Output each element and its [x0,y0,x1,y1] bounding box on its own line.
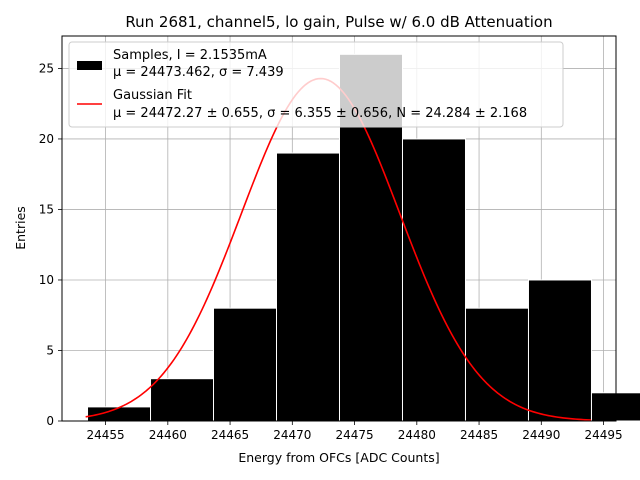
x-tick-label: 24485 [460,428,498,442]
plot-frame [61,35,617,422]
x-tick-label: 24490 [522,428,560,442]
y-tick-label: 25 [39,61,54,75]
legend: Samples, I = 2.1535mA μ = 24473.462, σ =… [68,41,564,128]
y-tick-label: 20 [39,132,54,146]
legend-samples-stats: μ = 24473.462, σ = 7.439 [113,65,284,80]
y-tick-label: 0 [46,414,54,428]
y-tick-label: 15 [39,202,54,216]
histogram-bar [276,152,340,422]
x-tick-label: 24480 [398,428,436,442]
x-tick-label: 24455 [86,428,124,442]
x-tick-label: 24470 [273,428,311,442]
x-tick-label: 24475 [335,428,373,442]
histogram-bar [401,138,466,422]
x-tick-label: 24460 [149,428,187,442]
legend-fit-label: Gaussian Fit [113,88,192,103]
legend-box [68,41,564,128]
x-tick-label: 24465 [211,428,249,442]
x-tick-label: 24495 [584,428,622,442]
x-axis-label: Energy from OFCs [ADC Counts] [238,450,439,465]
y-tick-label: 10 [39,273,54,287]
histogram-bar [150,378,215,422]
histogram-bar [464,307,529,422]
y-tick-label: 5 [46,343,54,357]
x-axis-ticks: 24455 24460 24465 24470 24475 24480 24485 24490… [86,421,623,442]
y-axis-ticks: 0 5 10 15 20 25 [39,61,62,428]
y-axis-label: Entries [13,206,28,250]
legend-samples-label: Samples, I = 2.1535mA [113,48,267,63]
histogram-bar [527,279,592,422]
histogram-bars [87,53,640,422]
legend-samples-swatch [77,61,102,70]
legend-fit-stats: μ = 24472.27 ± 0.655, σ = 6.355 ± 0.656,… [113,106,527,121]
histogram-bar [213,307,278,422]
chart-title: Run 2681, channel5, lo gain, Pulse w/ 6.… [125,13,552,31]
